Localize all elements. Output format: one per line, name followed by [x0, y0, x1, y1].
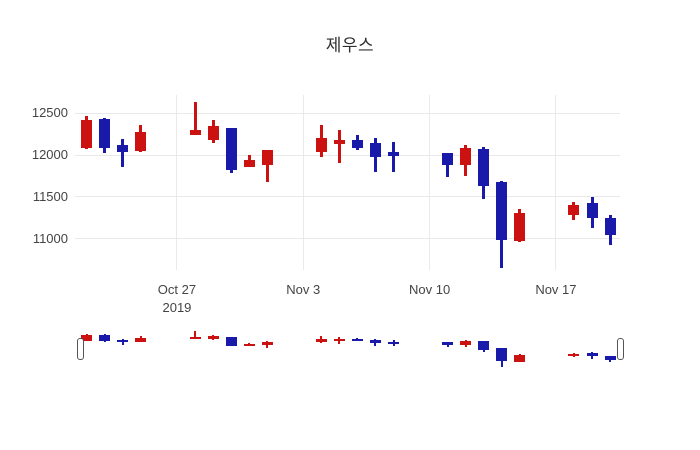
range-slider-candle [207, 336, 219, 340]
candle[interactable] [99, 118, 111, 149]
candle[interactable] [568, 204, 580, 215]
candle[interactable] [369, 143, 381, 157]
candle[interactable] [388, 151, 400, 157]
candle[interactable] [604, 218, 616, 235]
range-slider-candle [604, 356, 616, 361]
range-slider-candle [478, 341, 490, 350]
candle[interactable] [586, 203, 598, 218]
x-tick-label: Nov 10 [409, 282, 451, 297]
range-slider-candle [261, 341, 273, 345]
range-slider-candle [333, 339, 345, 342]
y-gridline [75, 112, 620, 114]
candle[interactable] [351, 140, 363, 148]
range-slider-candle [586, 353, 598, 357]
candle[interactable] [135, 132, 147, 151]
candle[interactable] [478, 149, 490, 187]
candle[interactable] [261, 149, 273, 166]
x-gridline [302, 95, 304, 270]
range-slider-candle [351, 339, 363, 342]
x-gridline [176, 95, 178, 270]
range-slider-candle [135, 337, 147, 342]
range-slider-candle [243, 343, 255, 346]
range-slider-candle [460, 341, 472, 345]
candle[interactable] [81, 119, 93, 149]
range-slider-candle [369, 340, 381, 343]
range-slider-candle [568, 353, 580, 356]
candle[interactable] [333, 140, 345, 145]
range-slider-handle-right[interactable] [617, 338, 624, 360]
y-tick-label: 11500 [32, 188, 68, 204]
y-gridline [75, 154, 620, 156]
candle-wick [392, 141, 396, 172]
candle[interactable] [117, 144, 129, 153]
candle[interactable] [315, 138, 327, 152]
range-slider-candle-wick [266, 341, 269, 349]
candle[interactable] [225, 128, 237, 171]
x-gridline [429, 95, 431, 270]
y-tick-label: 12000 [31, 147, 68, 162]
candle[interactable] [243, 160, 255, 167]
range-slider-candle-wick [194, 331, 196, 339]
candle[interactable] [460, 148, 472, 166]
range-slider-candle [99, 334, 111, 342]
range-slider-candle [514, 355, 526, 362]
candle[interactable] [207, 126, 219, 140]
candle[interactable] [442, 153, 454, 166]
range-slider-candle [189, 337, 201, 340]
range-slider-candle [496, 348, 508, 362]
y-tick-label: 12500 [31, 105, 68, 121]
range-slider-candle [225, 336, 237, 346]
y-tick-label: 11000 [32, 230, 68, 246]
candle[interactable] [514, 213, 526, 242]
range-slider-candle [315, 338, 327, 342]
x-tick-sublabel: 2019 [162, 300, 192, 315]
x-tick-label: Nov 3 [286, 282, 321, 297]
candle-wick [337, 129, 341, 164]
range-slider-candle [388, 341, 400, 344]
range-slider-candle [81, 334, 93, 342]
x-gridline [555, 95, 557, 270]
candle-wick [121, 139, 125, 167]
range-slider-candle [117, 340, 129, 343]
candle[interactable] [496, 181, 508, 240]
y-gridline [75, 238, 620, 240]
range-slider-handle-left[interactable] [76, 338, 84, 360]
candle[interactable] [189, 129, 201, 135]
candle-wick [193, 102, 197, 136]
y-gridline [75, 196, 620, 198]
range-slider-candle [442, 342, 454, 345]
range-slider[interactable] [75, 330, 620, 368]
candle-wick [265, 149, 269, 182]
x-tick-label: Oct 27 [157, 282, 197, 297]
chart-title: 제우스 [325, 36, 375, 55]
x-tick-label: Nov 17 [535, 282, 577, 297]
